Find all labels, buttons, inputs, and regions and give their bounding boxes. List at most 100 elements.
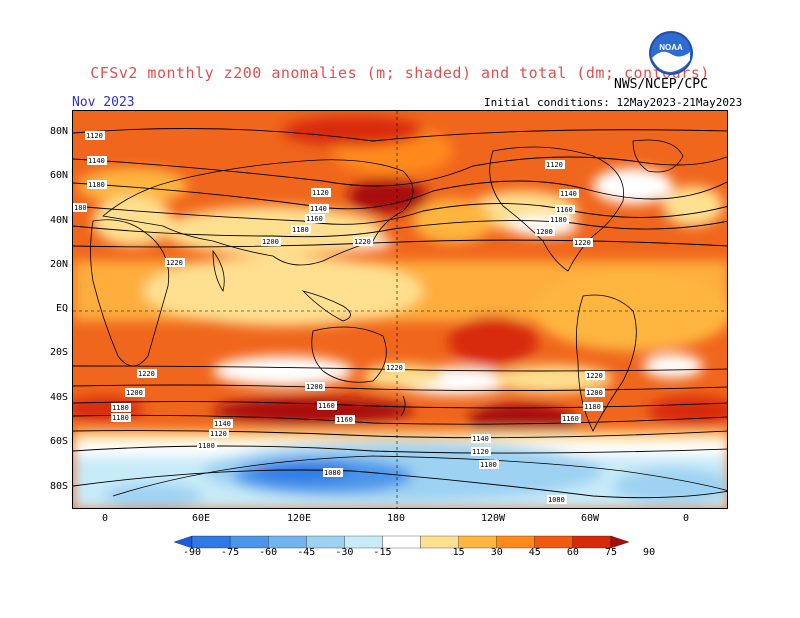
contour-label: 1160 [317,401,337,410]
contour-label: 1200 [305,382,325,391]
contour-label: 1140 [213,419,233,428]
svg-text:1120: 1120 [210,430,227,438]
contour-label: 1200 [535,227,555,236]
contour-labels: 1120 1140 1180 180 1120 1140 1160 1180 1… [73,131,605,504]
colorbar-tick-label: -15 [373,547,392,558]
svg-text:1160: 1160 [562,415,579,423]
svg-text:1220: 1220 [138,370,155,378]
logo-text: NOAA [659,43,683,52]
contour-label: 1120 [545,160,565,169]
contour-label: 1080 [547,495,567,504]
initial-conditions: Initial conditions: 12May2023-21May2023 [484,96,743,109]
colorbar-tick-label: -75 [221,547,240,558]
svg-text:1140: 1140 [560,190,577,198]
noaa-logo: NOAA [649,31,693,75]
lon-label: 60E [191,513,211,524]
svg-text:1120: 1120 [472,448,489,456]
contour-label: 1200 [585,388,605,397]
lon-label: 60W [580,513,600,524]
contour-label: 1180 [111,403,131,412]
map-canvas: 1120 1140 1180 180 1120 1140 1160 1180 1… [73,111,727,508]
colorbar-tick-label: -45 [297,547,316,558]
agency-label: NWS/NCEP/CPC [614,77,708,92]
contour-label: 1140 [471,434,491,443]
forecast-month: Nov 2023 [72,95,135,110]
svg-text:1160: 1160 [556,206,573,214]
contour-label: 1200 [261,237,281,246]
contour-label: 180 [73,203,87,212]
svg-text:1200: 1200 [586,389,603,397]
colorbar-tick-label: 15 [452,547,465,558]
contour-label: 1120 [311,188,331,197]
contour-label: 1220 [137,369,157,378]
colorbar [174,535,629,549]
svg-text:1120: 1120 [86,132,103,140]
svg-text:1180: 1180 [88,181,105,189]
svg-text:1220: 1220 [574,239,591,247]
anomaly-map: 1120 1140 1180 180 1120 1140 1160 1180 1… [72,110,728,509]
contour-label: 1220 [573,238,593,247]
colorbar-tick-label: 75 [604,547,618,558]
contour-label: 1120 [209,429,229,438]
contour-label: 1140 [309,204,329,213]
contour-label: 1140 [559,189,579,198]
colorbar-tick-label: 60 [566,547,579,558]
lon-label: 0 [101,513,109,524]
colorbar-tick-label: -90 [182,547,202,558]
lat-label: 40N [49,215,68,226]
svg-text:1120: 1120 [546,161,563,169]
svg-text:1100: 1100 [480,461,497,469]
lat-label: 20S [49,347,68,358]
coastlines [90,139,727,497]
colorbar-tick-label: 45 [528,547,541,558]
svg-text:1120: 1120 [312,189,329,197]
contour-label: 1160 [305,214,325,223]
contour-label: 1180 [549,215,569,224]
colorbar-tick-label: -30 [335,547,354,558]
contour-label: 1180 [87,180,107,189]
lat-label: EQ [55,303,68,314]
contour-label: 1220 [353,237,373,246]
lat-label: 40S [49,392,68,403]
svg-text:1220: 1220 [386,364,403,372]
svg-text:1220: 1220 [166,259,183,267]
lon-label: 120W [480,513,506,524]
lat-label: 60N [49,170,68,181]
svg-text:1200: 1200 [536,228,553,236]
contour-label: 1080 [323,468,343,477]
colorbar-swatch [610,535,629,549]
svg-text:1080: 1080 [324,469,341,477]
lon-label: 120E [286,513,312,524]
contour-label: 1160 [561,414,581,423]
height-contours [73,128,727,499]
contour-label: 1220 [165,258,185,267]
svg-text:1100: 1100 [198,442,215,450]
svg-text:1180: 1180 [292,226,309,234]
contour-label: 1140 [87,156,107,165]
contour-label: 1120 [85,131,105,140]
svg-text:1140: 1140 [88,157,105,165]
svg-text:1200: 1200 [306,383,323,391]
svg-text:1220: 1220 [586,372,603,380]
chart-title: CFSv2 monthly z200 anomalies (m; shaded)… [90,64,710,82]
svg-text:1140: 1140 [472,435,489,443]
svg-text:1140: 1140 [310,205,327,213]
colorbar-tick-label: 30 [490,547,503,558]
lat-label: 80S [49,481,68,492]
svg-text:1180: 1180 [112,414,129,422]
svg-text:1180: 1180 [584,403,601,411]
contour-label: 1180 [583,402,603,411]
lon-label: 0 [682,513,690,524]
colorbar-tick-label: 90 [643,547,656,558]
lat-label: 60S [49,436,68,447]
lat-label: 20N [49,259,68,270]
svg-text:1180: 1180 [550,216,567,224]
colorbar-tick-label: -60 [259,547,278,558]
svg-text:1080: 1080 [548,496,565,504]
contour-label: 1180 [111,413,131,422]
lat-label: 80N [49,126,68,137]
svg-text:1160: 1160 [306,215,323,223]
contour-label: 1220 [585,371,605,380]
contour-label: 1220 [385,363,405,372]
contour-label: 1180 [291,225,311,234]
